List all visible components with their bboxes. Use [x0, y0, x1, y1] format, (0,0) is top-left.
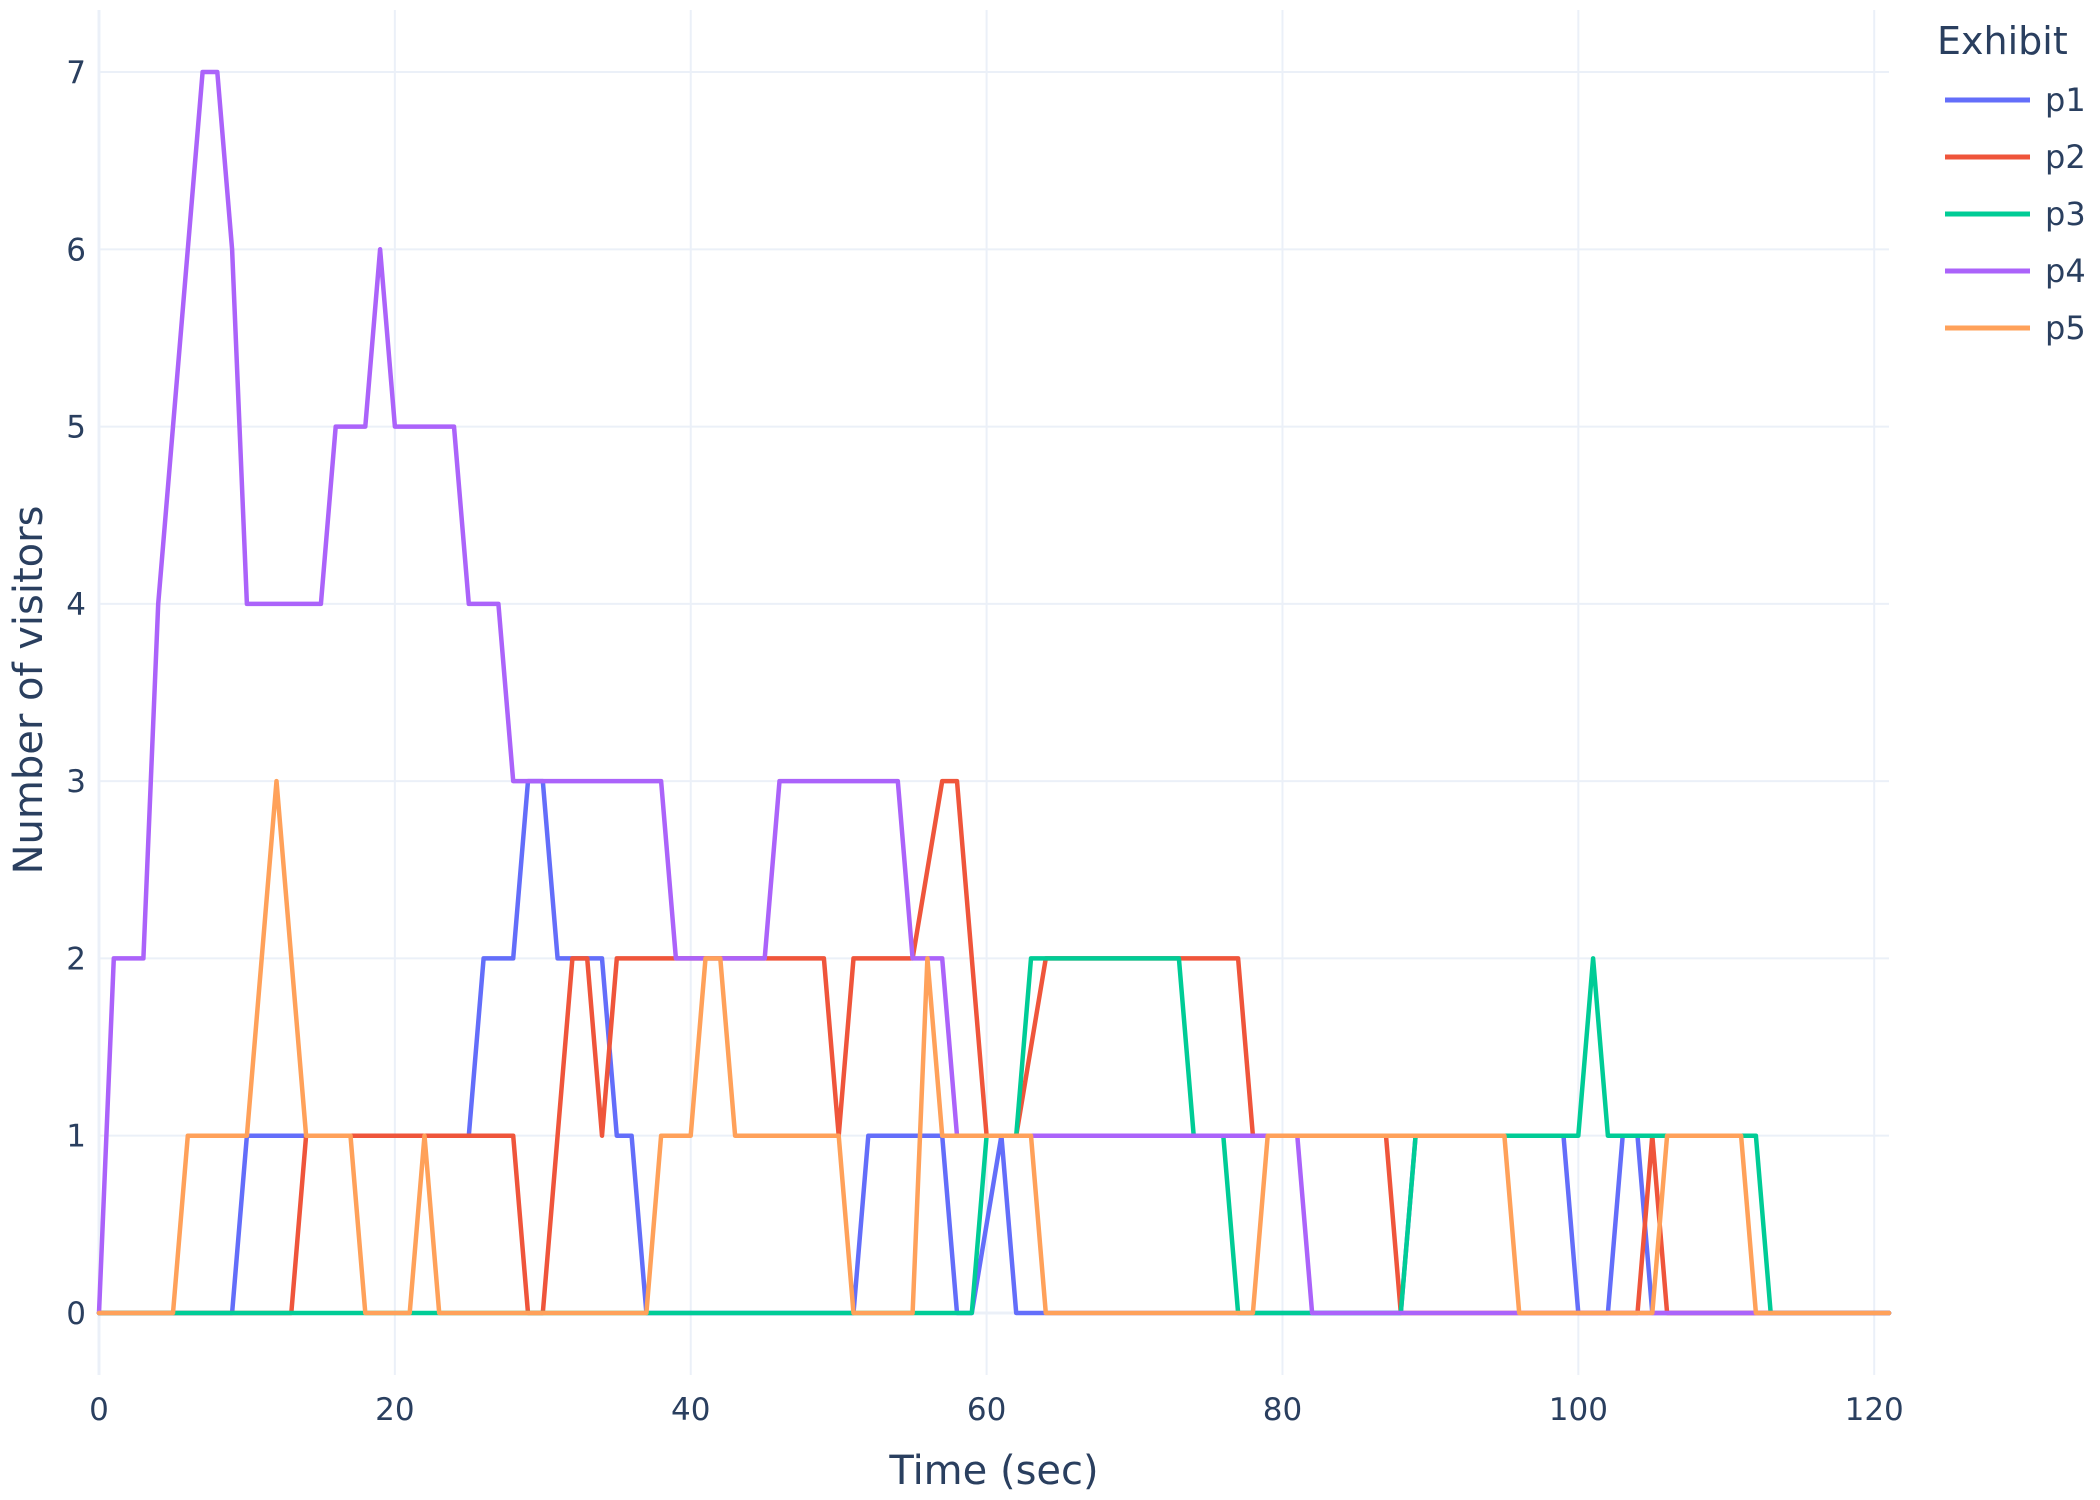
- y-axis: 0 1 2 3 4 5 6 7: [66, 55, 86, 1332]
- series-line-p5: [96, 778, 1892, 1316]
- y-tick-label: 1: [66, 1119, 86, 1155]
- x-tick-label: 20: [375, 1392, 414, 1428]
- legend-item-p3[interactable]: p3: [2045, 195, 2086, 233]
- plot-area: [96, 69, 1892, 1316]
- y-tick-label: 7: [66, 55, 86, 91]
- x-axis: 0 20 40 60 80 100 120: [89, 1392, 1904, 1428]
- y-tick-label: 4: [66, 587, 86, 623]
- x-tick-label: 60: [967, 1392, 1006, 1428]
- x-tick-label: 100: [1549, 1392, 1608, 1428]
- series-line-p2: [96, 778, 1892, 1316]
- series-line-p4: [96, 69, 1892, 1316]
- x-tick-label: 80: [1263, 1392, 1302, 1428]
- grid: [97, 10, 1889, 1375]
- x-axis-title: Time (sec): [888, 1448, 1098, 1494]
- legend-title: Exhibit: [1937, 19, 2068, 63]
- y-tick-label: 0: [66, 1296, 86, 1332]
- legend-item-p1[interactable]: p1: [2045, 81, 2086, 119]
- x-tick-label: 0: [89, 1392, 109, 1428]
- legend-item-p4[interactable]: p4: [2045, 252, 2086, 290]
- x-tick-label: 120: [1845, 1392, 1904, 1428]
- x-tick-label: 40: [671, 1392, 710, 1428]
- legend-item-p5[interactable]: p5: [2045, 309, 2086, 347]
- y-tick-label: 6: [66, 232, 86, 268]
- legend: Exhibit p1 p2 p3 p4 p5: [1937, 19, 2086, 347]
- series-line-p1: [96, 778, 1892, 1316]
- y-tick-label: 5: [66, 410, 86, 446]
- legend-item-p2[interactable]: p2: [2045, 138, 2086, 176]
- y-tick-label: 2: [66, 941, 86, 977]
- y-tick-label: 3: [66, 764, 86, 800]
- y-axis-title: Number of visitors: [6, 506, 52, 875]
